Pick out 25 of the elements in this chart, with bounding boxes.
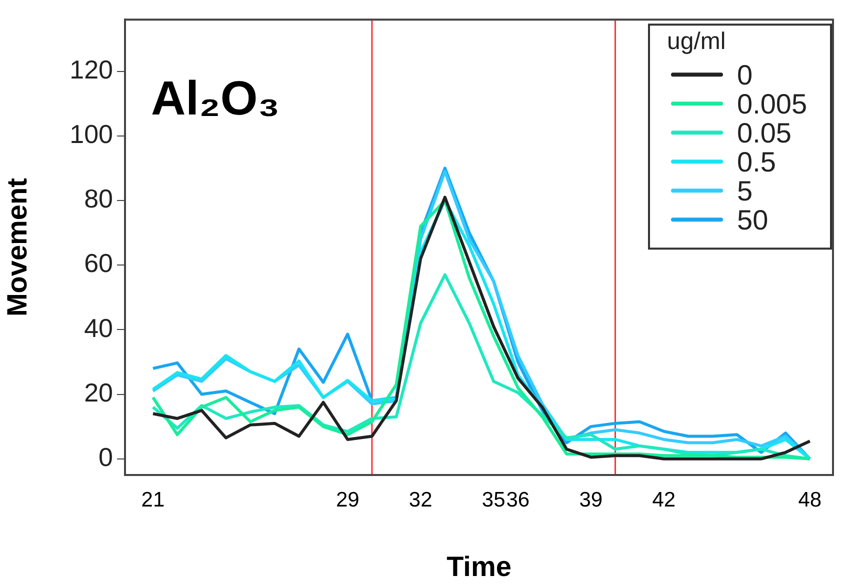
x-tick-label: 29 bbox=[336, 488, 360, 512]
x-tick-label: 36 bbox=[506, 488, 530, 512]
x-tick-label: 32 bbox=[408, 488, 432, 512]
x-tick-label: 39 bbox=[579, 488, 603, 512]
x-tick-label: 21 bbox=[141, 488, 165, 512]
x-tick-label: 48 bbox=[798, 488, 822, 512]
y-tick-label: 60 bbox=[84, 248, 113, 278]
legend-title: ug/ml bbox=[667, 28, 726, 56]
y-tick-label: 40 bbox=[84, 312, 113, 343]
y-axis-title: Movement bbox=[2, 178, 33, 317]
y-tick-label: 120 bbox=[70, 54, 113, 84]
legend-label: 50 bbox=[737, 204, 768, 236]
legend-label: 0.5 bbox=[737, 146, 776, 178]
legend-label: 0.005 bbox=[737, 88, 808, 120]
y-tick-label: 100 bbox=[70, 119, 113, 150]
legend-label: 0.05 bbox=[737, 117, 792, 148]
legend-label: 5 bbox=[737, 175, 753, 206]
x-axis-title: Time bbox=[446, 550, 512, 582]
x-tick-label: 42 bbox=[652, 488, 676, 512]
annotation: Al₂O₃ bbox=[151, 72, 280, 126]
y-tick-label: 80 bbox=[84, 184, 113, 214]
y-tick-label: 20 bbox=[84, 377, 113, 408]
legend-label: 0 bbox=[737, 59, 753, 90]
x-tick-label: 35 bbox=[482, 488, 506, 512]
y-tick-label: 0 bbox=[98, 442, 113, 472]
